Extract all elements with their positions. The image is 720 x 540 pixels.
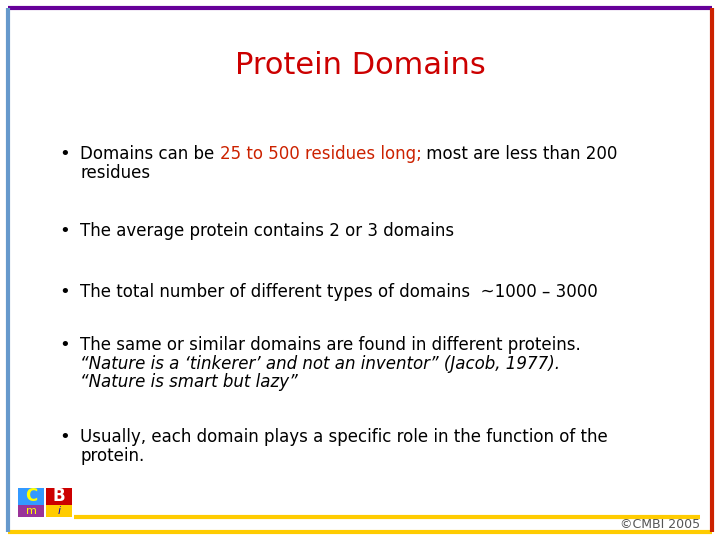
Text: “Nature is a ‘tinkerer’ and not an inventor” (Jacob, 1977).: “Nature is a ‘tinkerer’ and not an inven… bbox=[80, 355, 560, 373]
Text: Protein Domains: Protein Domains bbox=[235, 51, 485, 79]
Text: •: • bbox=[60, 283, 71, 301]
Text: •: • bbox=[60, 145, 71, 163]
Text: C: C bbox=[25, 487, 37, 505]
Text: Usually, each domain plays a specific role in the function of the: Usually, each domain plays a specific ro… bbox=[80, 428, 608, 446]
Bar bbox=[18, 505, 44, 517]
Text: m: m bbox=[26, 506, 37, 516]
Text: The same or similar domains are found in different proteins.: The same or similar domains are found in… bbox=[80, 336, 581, 354]
Bar bbox=[18, 488, 44, 505]
Bar bbox=[46, 488, 72, 505]
Text: The total number of different types of domains  ~1000 – 3000: The total number of different types of d… bbox=[80, 283, 598, 301]
Text: Domains can be: Domains can be bbox=[80, 145, 220, 163]
Text: •: • bbox=[60, 222, 71, 240]
Text: 25 to 500 residues long;: 25 to 500 residues long; bbox=[220, 145, 421, 163]
Bar bbox=[46, 505, 72, 517]
Text: residues: residues bbox=[80, 164, 150, 181]
Text: most are less than 200: most are less than 200 bbox=[421, 145, 618, 163]
Text: •: • bbox=[60, 428, 71, 446]
Text: The average protein contains 2 or 3 domains: The average protein contains 2 or 3 doma… bbox=[80, 222, 454, 240]
Text: •: • bbox=[60, 336, 71, 354]
Text: protein.: protein. bbox=[80, 447, 144, 464]
Text: i: i bbox=[58, 506, 60, 516]
Text: “Nature is smart but lazy”: “Nature is smart but lazy” bbox=[80, 373, 298, 391]
Text: B: B bbox=[53, 487, 66, 505]
Text: ©CMBI 2005: ©CMBI 2005 bbox=[620, 517, 700, 530]
